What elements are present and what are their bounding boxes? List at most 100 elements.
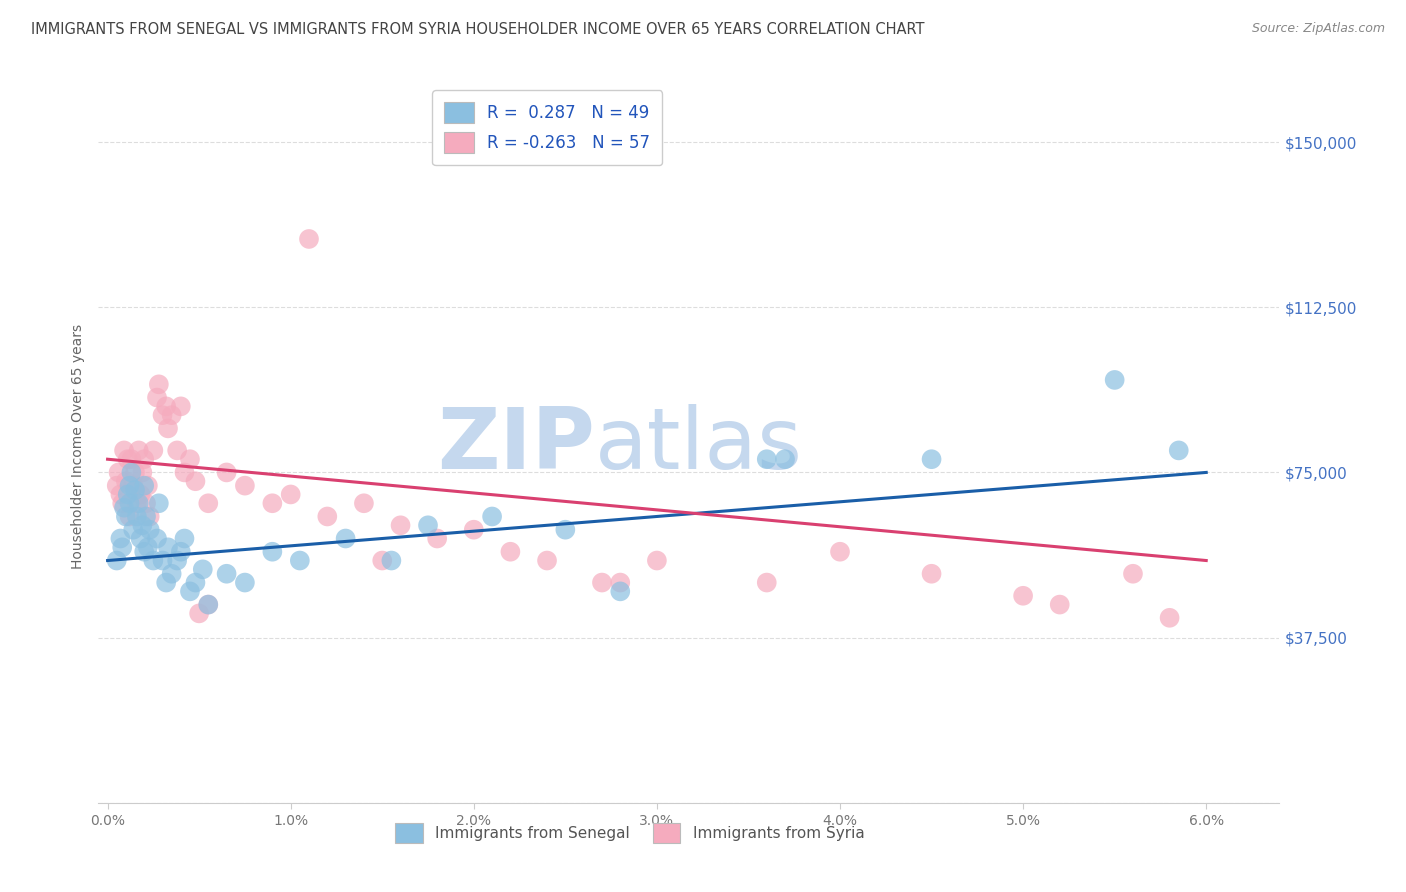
Point bbox=[115, 475, 138, 489]
Point bbox=[197, 598, 219, 612]
Point bbox=[134, 545, 156, 559]
Point bbox=[148, 496, 170, 510]
Point bbox=[118, 478, 141, 492]
Point bbox=[125, 496, 148, 510]
Point bbox=[152, 553, 174, 567]
Point bbox=[316, 509, 339, 524]
Point bbox=[416, 518, 439, 533]
Point bbox=[215, 466, 238, 480]
Point bbox=[298, 232, 321, 246]
Point bbox=[1159, 611, 1181, 625]
Point bbox=[160, 408, 183, 422]
Point bbox=[481, 509, 503, 524]
Point bbox=[112, 500, 135, 515]
Point bbox=[1012, 589, 1035, 603]
Point bbox=[146, 391, 169, 405]
Point bbox=[921, 566, 943, 581]
Point bbox=[128, 496, 150, 510]
Text: ZIP: ZIP bbox=[437, 404, 595, 488]
Point bbox=[160, 566, 183, 581]
Point bbox=[131, 466, 153, 480]
Point bbox=[111, 541, 134, 555]
Point bbox=[371, 553, 394, 567]
Point bbox=[118, 509, 141, 524]
Point bbox=[773, 452, 796, 467]
Point bbox=[197, 496, 219, 510]
Point bbox=[120, 452, 142, 467]
Point bbox=[389, 518, 412, 533]
Point bbox=[131, 518, 153, 533]
Text: IMMIGRANTS FROM SENEGAL VS IMMIGRANTS FROM SYRIA HOUSEHOLDER INCOME OVER 65 YEAR: IMMIGRANTS FROM SENEGAL VS IMMIGRANTS FR… bbox=[31, 22, 924, 37]
Point bbox=[288, 553, 311, 567]
Point bbox=[233, 478, 256, 492]
Point bbox=[124, 483, 146, 497]
Point bbox=[120, 466, 142, 480]
Point bbox=[184, 575, 207, 590]
Point bbox=[138, 523, 160, 537]
Point bbox=[135, 509, 157, 524]
Point bbox=[609, 575, 631, 590]
Point bbox=[134, 478, 156, 492]
Point bbox=[1122, 566, 1144, 581]
Point bbox=[921, 452, 943, 467]
Point bbox=[536, 553, 558, 567]
Point bbox=[197, 598, 219, 612]
Point bbox=[426, 532, 449, 546]
Point bbox=[188, 607, 211, 621]
Point bbox=[170, 400, 193, 414]
Point bbox=[645, 553, 668, 567]
Point bbox=[170, 545, 193, 559]
Point bbox=[135, 496, 157, 510]
Point bbox=[609, 584, 631, 599]
Point bbox=[215, 566, 238, 581]
Point bbox=[146, 532, 169, 546]
Point bbox=[173, 532, 195, 546]
Point bbox=[111, 496, 134, 510]
Point bbox=[191, 562, 214, 576]
Point bbox=[105, 553, 128, 567]
Point bbox=[128, 443, 150, 458]
Text: atlas: atlas bbox=[595, 404, 803, 488]
Point bbox=[591, 575, 613, 590]
Point bbox=[124, 466, 146, 480]
Point bbox=[142, 553, 165, 567]
Point bbox=[155, 575, 177, 590]
Point bbox=[380, 553, 402, 567]
Point bbox=[117, 452, 139, 467]
Point bbox=[136, 478, 159, 492]
Point bbox=[142, 443, 165, 458]
Point bbox=[335, 532, 357, 546]
Point bbox=[134, 452, 156, 467]
Point bbox=[179, 452, 201, 467]
Point bbox=[233, 575, 256, 590]
Point bbox=[1167, 443, 1189, 458]
Point bbox=[110, 487, 132, 501]
Point bbox=[1049, 598, 1071, 612]
Point bbox=[107, 466, 129, 480]
Point bbox=[129, 487, 152, 501]
Point bbox=[155, 400, 177, 414]
Point bbox=[828, 545, 851, 559]
Point bbox=[463, 523, 485, 537]
Point bbox=[280, 487, 302, 501]
Text: Source: ZipAtlas.com: Source: ZipAtlas.com bbox=[1251, 22, 1385, 36]
Point bbox=[110, 532, 132, 546]
Point bbox=[173, 466, 195, 480]
Legend: Immigrants from Senegal, Immigrants from Syria: Immigrants from Senegal, Immigrants from… bbox=[389, 817, 870, 848]
Point bbox=[112, 443, 135, 458]
Point bbox=[499, 545, 522, 559]
Point bbox=[118, 496, 141, 510]
Point bbox=[138, 509, 160, 524]
Point bbox=[122, 523, 145, 537]
Point bbox=[105, 478, 128, 492]
Point bbox=[755, 575, 778, 590]
Y-axis label: Householder Income Over 65 years: Householder Income Over 65 years bbox=[72, 324, 86, 568]
Point bbox=[554, 523, 576, 537]
Point bbox=[1104, 373, 1126, 387]
Point bbox=[152, 408, 174, 422]
Point bbox=[148, 377, 170, 392]
Point bbox=[122, 478, 145, 492]
Point bbox=[184, 475, 207, 489]
Point bbox=[136, 541, 159, 555]
Point bbox=[353, 496, 375, 510]
